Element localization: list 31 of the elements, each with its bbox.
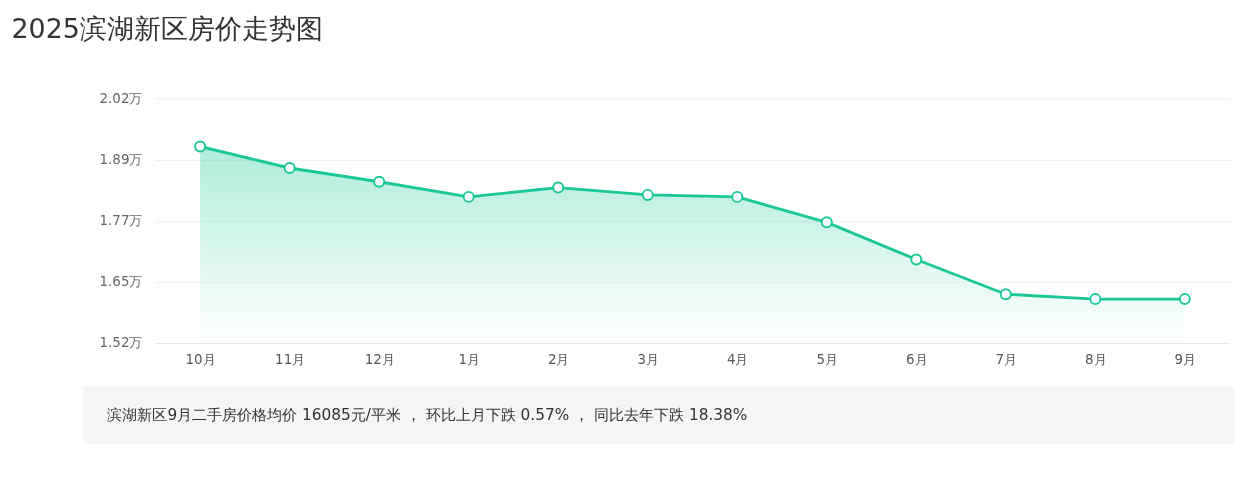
text: 滨湖新区9月二手房价格均价 16085元/平米 ， 环比上月下跌 0.57% ， 同比去年下跌 18.38% [107, 405, 748, 424]
point [373, 175, 386, 188]
x-tick-label: 10月 [185, 351, 216, 367]
x-tick-label: 11月 [275, 351, 306, 367]
x-tick-label: 6月 [906, 351, 928, 367]
x-tick-label: 4月 [726, 351, 749, 367]
point [1089, 293, 1102, 306]
x-tick-label: 3月 [637, 351, 659, 367]
y-tick-label: 2.02万 [99, 90, 143, 106]
point [731, 190, 744, 203]
point [462, 190, 475, 203]
point [552, 181, 565, 194]
y-tick-label: 1.65万 [99, 274, 143, 290]
y-tick-label: 1.89万 [99, 152, 143, 168]
x-tick-label: 1月 [458, 351, 480, 367]
chart-title: 2025滨湖新区房价走势图 [11, 13, 323, 45]
y-tick-label: 1.77万 [99, 213, 143, 229]
point [999, 288, 1012, 301]
x-tick-label: 9月 [1174, 351, 1197, 367]
point [194, 140, 207, 153]
point [641, 188, 654, 201]
x-tick-label: 8月 [1085, 351, 1107, 367]
y-tick-label: 1.52万 [99, 335, 143, 351]
x-tick-label: 12月 [364, 351, 395, 367]
x-tick-label: 2月 [547, 351, 570, 367]
x-tick-label: 5月 [816, 351, 839, 367]
x-tick-label: 7月 [995, 351, 1018, 367]
point [820, 216, 833, 229]
point [910, 253, 923, 266]
point [283, 162, 296, 174]
point [1178, 293, 1191, 306]
